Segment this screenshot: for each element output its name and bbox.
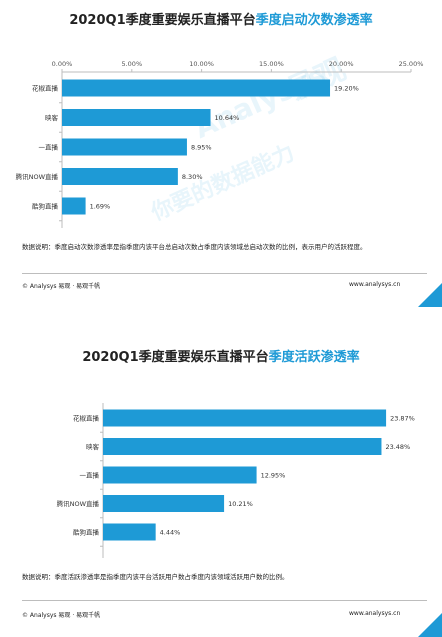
footer-website: www.analysys.cn — [349, 610, 401, 617]
launch-penetration-bar-chart: 0.00% 5.00% 10.00% 15.00% 20.00% 25.00% 花椒直播 19… — [16, 60, 424, 228]
tick-label: 0.00% — [52, 60, 73, 68]
data-label: 1.69% — [90, 203, 111, 211]
chart-title: 2020Q1季度重要娱乐直播平台季度启动次数渗透率 — [0, 9, 442, 28]
tick-label: 20.00% — [329, 60, 354, 68]
tick-label: 25.00% — [399, 60, 424, 68]
bar — [103, 523, 156, 541]
category-label: 一直播 — [80, 471, 100, 480]
data-label: 8.95% — [191, 144, 212, 152]
chart-title-accent: 季度活跃渗透率 — [268, 350, 360, 365]
chart-title-main: 2020Q1季度重要娱乐直播平台 — [82, 350, 269, 365]
data-note: 数据说明：季度活跃渗透率是指季度内该平台活跃用户数占季度内该领域活跃用户数的比例… — [22, 573, 289, 581]
bar — [62, 168, 178, 185]
category-label: 酷狗直播 — [32, 202, 59, 211]
data-label: 23.48% — [385, 443, 410, 451]
footer-divider — [22, 273, 427, 274]
bar — [62, 138, 187, 156]
corner-triangle-decoration — [418, 613, 442, 637]
footer-divider — [22, 600, 427, 601]
chart-panel-active-penetration: 2020Q1季度重要娱乐直播平台季度活跃渗透率 花椒直播 23.87% 映客 23.4… — [0, 318, 442, 637]
footer-brand: © Analysys 易观 · 易观千帆 — [22, 612, 101, 619]
data-label: 23.87% — [390, 415, 415, 423]
footer-website: www.analysys.cn — [349, 281, 401, 288]
data-label: 19.20% — [334, 85, 359, 93]
category-label: 花椒直播 — [32, 84, 59, 93]
chart-panel-launch-penetration: Analysys 易观 你要的数据能力 2020Q1季度重要娱乐直播平台季度启动… — [0, 0, 442, 307]
tick-label: 15.00% — [259, 60, 284, 68]
data-label: 10.64% — [215, 114, 240, 122]
bar — [103, 495, 225, 512]
category-label: 映客 — [45, 113, 59, 122]
bar — [103, 438, 382, 455]
data-label: 4.44% — [160, 529, 181, 537]
footer-brand: © Analysys 易观 · 易观千帆 — [22, 283, 101, 290]
category-label: 腾讯NOW直播 — [57, 499, 100, 508]
chart-title-accent: 季度启动次数渗透率 — [255, 13, 373, 28]
data-note: 数据说明：季度启动次数渗透率是指季度内该平台总启动次数占季度内该领域总启动次数的… — [22, 243, 367, 251]
bar — [62, 109, 211, 126]
bar — [62, 79, 331, 97]
tick-label: 5.00% — [121, 60, 142, 68]
data-label: 12.95% — [261, 472, 286, 480]
active-penetration-bar-chart: 花椒直播 23.87% 映客 23.48% 一直播 12.95% 腾讯NOW直播 10.21%… — [57, 403, 415, 558]
bar — [62, 197, 86, 215]
tick-label: 10.00% — [189, 60, 214, 68]
category-label: 一直播 — [39, 143, 59, 152]
chart-title: 2020Q1季度重要娱乐直播平台季度活跃渗透率 — [0, 346, 442, 365]
category-label: 腾讯NOW直播 — [16, 172, 59, 181]
category-label: 花椒直播 — [73, 414, 100, 423]
bar — [103, 466, 257, 484]
bar — [103, 409, 387, 427]
category-label: 映客 — [86, 442, 100, 451]
chart-title-main: 2020Q1季度重要娱乐直播平台 — [69, 13, 256, 28]
corner-triangle-decoration — [418, 283, 442, 307]
data-label: 10.21% — [228, 500, 253, 508]
category-label: 酷狗直播 — [73, 528, 100, 537]
data-label: 8.30% — [182, 173, 203, 181]
